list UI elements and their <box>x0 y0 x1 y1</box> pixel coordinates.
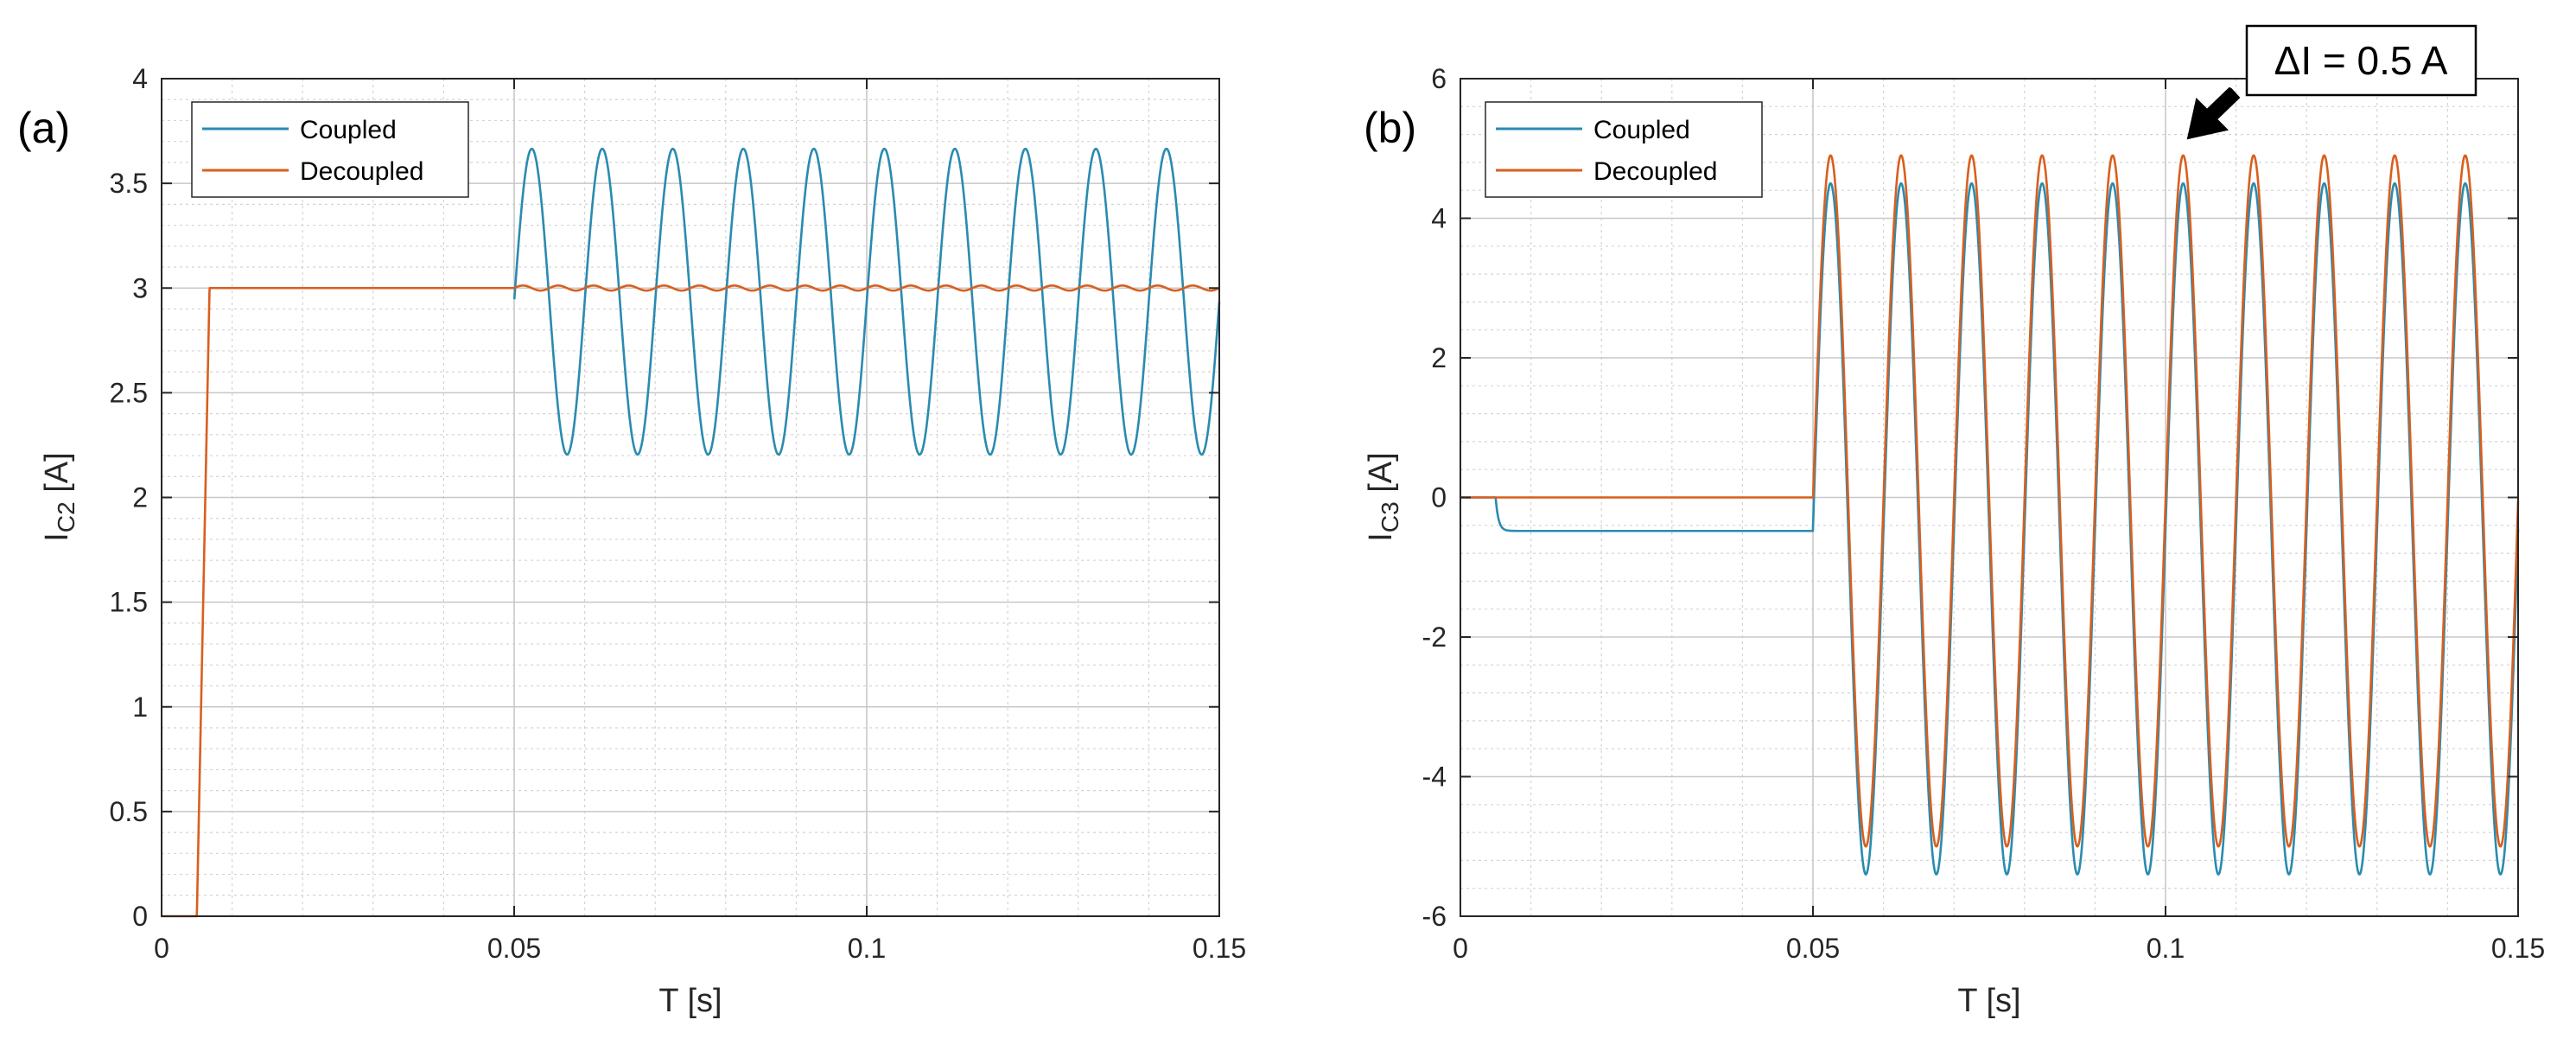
ticks-b: 0 0.05 0.1 0.15 -6 -4 -2 0 2 4 6 <box>1422 63 2546 964</box>
series-line-a-decoupled <box>161 284 1220 918</box>
y-tick-label-b: 4 <box>1431 203 1447 234</box>
y-axis-label-a-main: I <box>39 532 75 542</box>
y-tick-label-a: 3 <box>132 272 148 303</box>
x-tick-label-a: 0 <box>154 933 169 964</box>
x-tick-label-a: 0.1 <box>848 933 886 964</box>
y-axis-label-b: IC3 [A] <box>1363 452 1403 541</box>
x-tick-label-a: 0.15 <box>1193 933 1246 964</box>
legend-label-a-decoupled: Decoupled <box>300 157 423 186</box>
y-axis-label-b-main: I <box>1363 532 1399 542</box>
y-tick-label-a: 4 <box>132 63 148 94</box>
y-tick-label-a: 1.5 <box>110 587 148 618</box>
legend-label-b-decoupled: Decoupled <box>1593 157 1717 186</box>
y-axis-label-a: IC2 [A] <box>39 452 80 541</box>
y-tick-label-a: 0 <box>132 901 148 932</box>
x-axis-label-a: T [s] <box>658 983 722 1019</box>
legend-box-a <box>191 101 469 198</box>
annotation-box <box>2245 24 2477 97</box>
x-tick-label-a: 0.05 <box>487 933 541 964</box>
y-tick-label-b: -2 <box>1422 621 1447 653</box>
y-tick-label-a: 3.5 <box>110 168 148 199</box>
legend-label-a-coupled: Coupled <box>300 116 397 144</box>
annotation-text: ΔI = 0.5 A <box>2274 38 2448 83</box>
y-axis-label-b-unit: [A] <box>1363 452 1399 501</box>
y-axis-label-a-sub: C2 <box>53 501 80 532</box>
series-line-b-decoupled <box>1460 154 2520 848</box>
grid-a <box>161 78 1220 917</box>
annotation-b: ΔI = 0.5 A <box>2186 24 2477 140</box>
ticks-a: 0 0.05 0.1 0.15 0 0.5 1 1.5 2 2.5 3 3.5 4 <box>110 63 1247 964</box>
y-tick-label-b: -6 <box>1422 901 1447 932</box>
x-tick-label-b: 0 <box>1453 933 1468 964</box>
y-tick-label-b: 6 <box>1431 63 1447 94</box>
x-tick-label-b: 0.05 <box>1786 933 1840 964</box>
y-tick-label-b: 0 <box>1431 482 1447 513</box>
y-tick-label-a: 2 <box>132 482 148 513</box>
y-axis-label-b-sub: C3 <box>1377 501 1403 532</box>
y-tick-label-a: 1 <box>132 692 148 723</box>
panel-label-b: (b) <box>1364 104 1416 152</box>
x-axis-label-b: T [s] <box>1957 983 2020 1019</box>
x-tick-label-b: 0.1 <box>2147 933 2185 964</box>
legend-box-b <box>1485 101 1763 198</box>
legend-a: Coupled Decoupled <box>191 101 469 198</box>
y-axis-label-a-unit: [A] <box>39 452 75 501</box>
series-line-a-coupled <box>512 147 1221 456</box>
y-tick-label-b: 2 <box>1431 342 1447 373</box>
annotation-arrow <box>2186 86 2241 140</box>
chart-panel-b: (b) 0 0.05 0.1 0.15 -6 -4 -2 0 2 4 6 T [s] IC3 [A]… <box>1363 24 2546 1019</box>
y-tick-label-a: 0.5 <box>110 796 148 827</box>
series-a <box>161 147 1221 918</box>
panel-label-a: (a) <box>17 104 70 152</box>
x-tick-label-b: 0.15 <box>2491 933 2545 964</box>
y-tick-label-a: 2.5 <box>110 377 148 408</box>
legend-b: Coupled Decoupled <box>1485 101 1763 198</box>
y-tick-label-b: -4 <box>1422 762 1447 793</box>
series-b <box>1460 154 2520 876</box>
legend-label-b-coupled: Coupled <box>1593 116 1690 144</box>
